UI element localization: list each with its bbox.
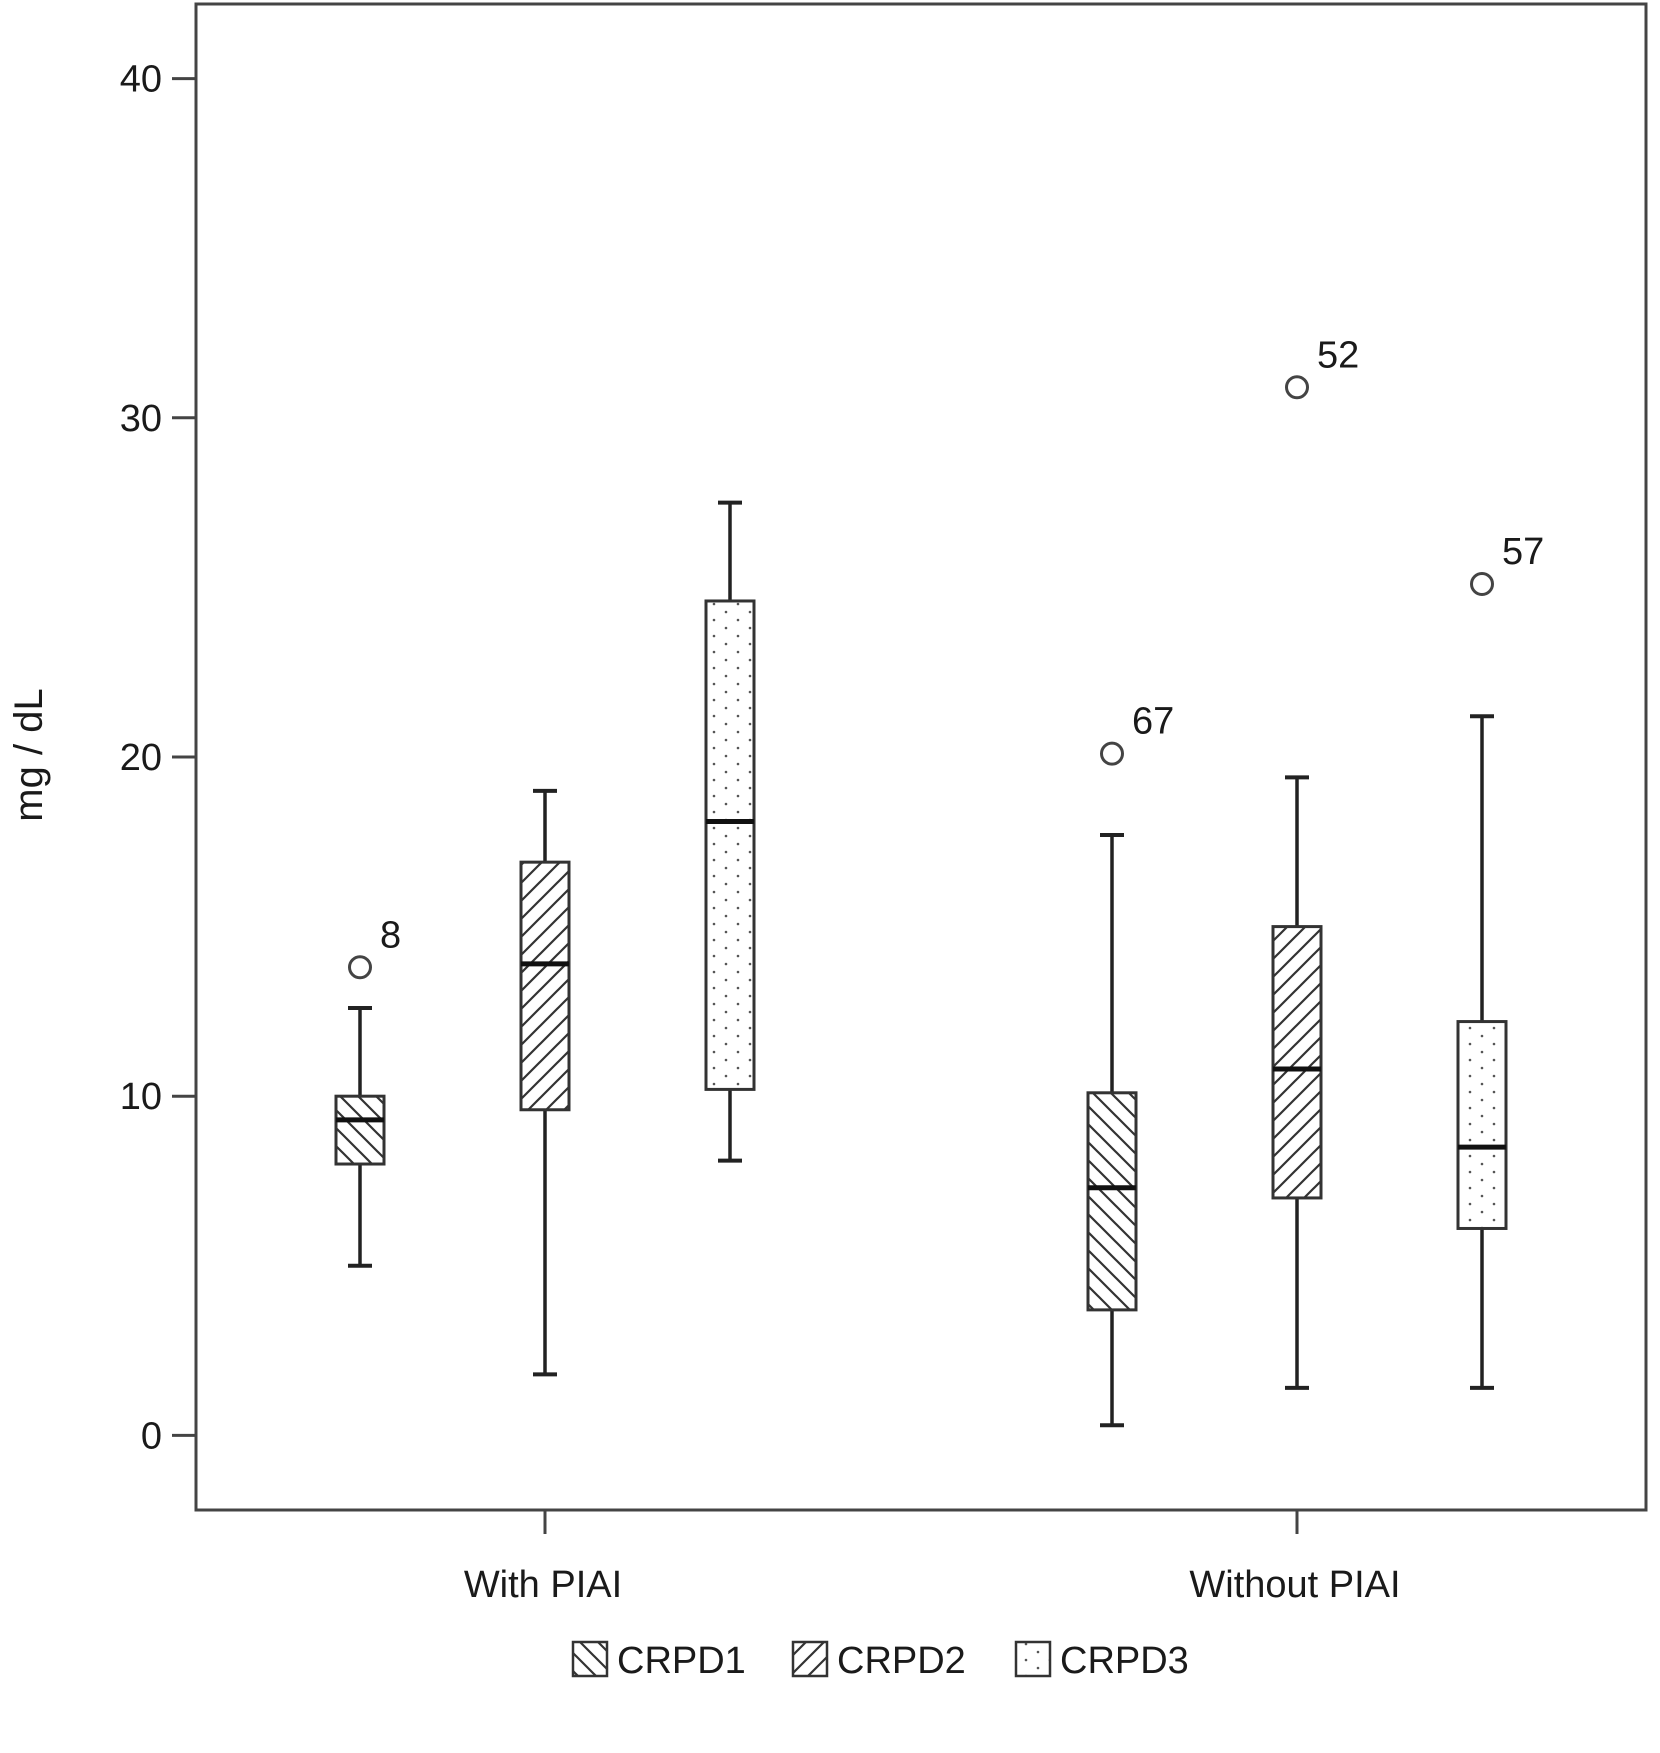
outlier-point	[1285, 375, 1309, 400]
legend-label-crpd3: CRPD3	[1060, 1640, 1189, 1682]
box-crpd3-without-piai	[1456, 714, 1508, 1390]
box-crpd3-with-piai	[704, 500, 756, 1163]
outlier-point	[1470, 572, 1494, 597]
y-axis-title: mg / dL	[7, 688, 51, 821]
category-label: With PIAI	[464, 1564, 622, 1606]
outlier-label: 67	[1132, 701, 1174, 743]
y-axis: 0 10 20 30 40	[120, 59, 196, 1457]
x-axis: With PIAI Without PIAI	[464, 1510, 1401, 1606]
box-crpd1-with-piai	[334, 1006, 386, 1268]
y-tick-label: 20	[120, 737, 162, 779]
iqr-box	[1456, 1020, 1508, 1230]
legend-swatch-crpd2	[791, 1640, 829, 1678]
box-crpd2-with-piai	[519, 788, 571, 1377]
iqr-box	[334, 1094, 386, 1166]
outliers: 8 67 52 57	[348, 334, 1544, 980]
plot-frame	[194, 2, 1648, 1512]
box-groups	[334, 500, 1508, 1428]
outlier-label: 8	[380, 914, 401, 956]
outlier-label: 57	[1502, 531, 1544, 573]
legend-label-crpd2: CRPD2	[837, 1640, 966, 1682]
y-tick-label: 10	[120, 1076, 162, 1118]
iqr-box	[1271, 925, 1323, 1200]
outlier-point	[348, 955, 372, 980]
iqr-box	[519, 860, 571, 1112]
y-tick-label: 40	[120, 59, 162, 101]
y-tick-label: 0	[141, 1415, 162, 1457]
category-label: Without PIAI	[1189, 1564, 1400, 1606]
legend-swatch-crpd3	[1014, 1640, 1052, 1678]
outlier-point	[1100, 741, 1124, 766]
iqr-box	[1086, 1091, 1138, 1312]
legend-label-crpd1: CRPD1	[617, 1640, 746, 1682]
iqr-box	[704, 599, 756, 1091]
y-tick-label: 30	[120, 398, 162, 440]
box-crpd2-without-piai	[1271, 775, 1323, 1390]
box-crpd1-without-piai	[1086, 833, 1138, 1428]
legend: CRPD1 CRPD2 CRPD3	[571, 1640, 1189, 1682]
outlier-label: 52	[1317, 334, 1359, 376]
legend-swatch-crpd1	[571, 1640, 609, 1678]
